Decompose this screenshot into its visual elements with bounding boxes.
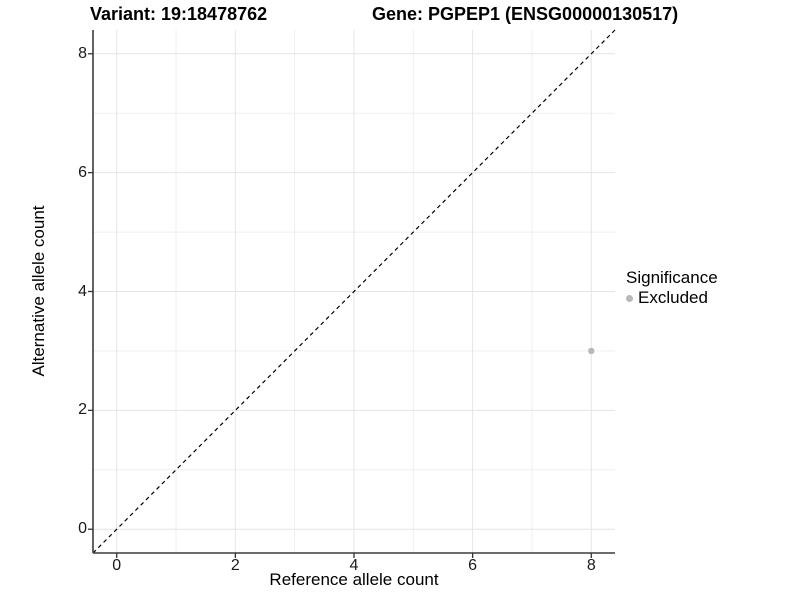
legend-title: Significance (626, 268, 718, 287)
plot-title-gene: Gene: PGPEP1 (ENSG00000130517) (372, 4, 679, 24)
plot-title-variant: Variant: 19:18478762 (90, 4, 268, 24)
legend-point-icon (626, 294, 633, 302)
y-tick-label: 0 (78, 520, 87, 538)
y-tick-label: 6 (78, 163, 87, 181)
legend-item-excluded: Excluded (626, 288, 718, 308)
legend: Significance Excluded (626, 268, 718, 308)
x-axis-label: Reference allele count (269, 570, 439, 589)
x-tick-label: 6 (468, 557, 478, 574)
data-point (588, 347, 595, 355)
y-tick-label: 2 (78, 401, 87, 419)
y-tick-label: 8 (78, 44, 87, 62)
y-tick-label: 4 (78, 282, 87, 300)
legend-item-label: Excluded (638, 288, 708, 307)
x-tick-label: 0 (112, 557, 122, 574)
x-tick-label: 8 (586, 557, 596, 574)
identity-dashed-line (92, 29, 616, 554)
x-tick-label: 2 (230, 557, 240, 574)
x-tick-label: 4 (349, 557, 359, 574)
